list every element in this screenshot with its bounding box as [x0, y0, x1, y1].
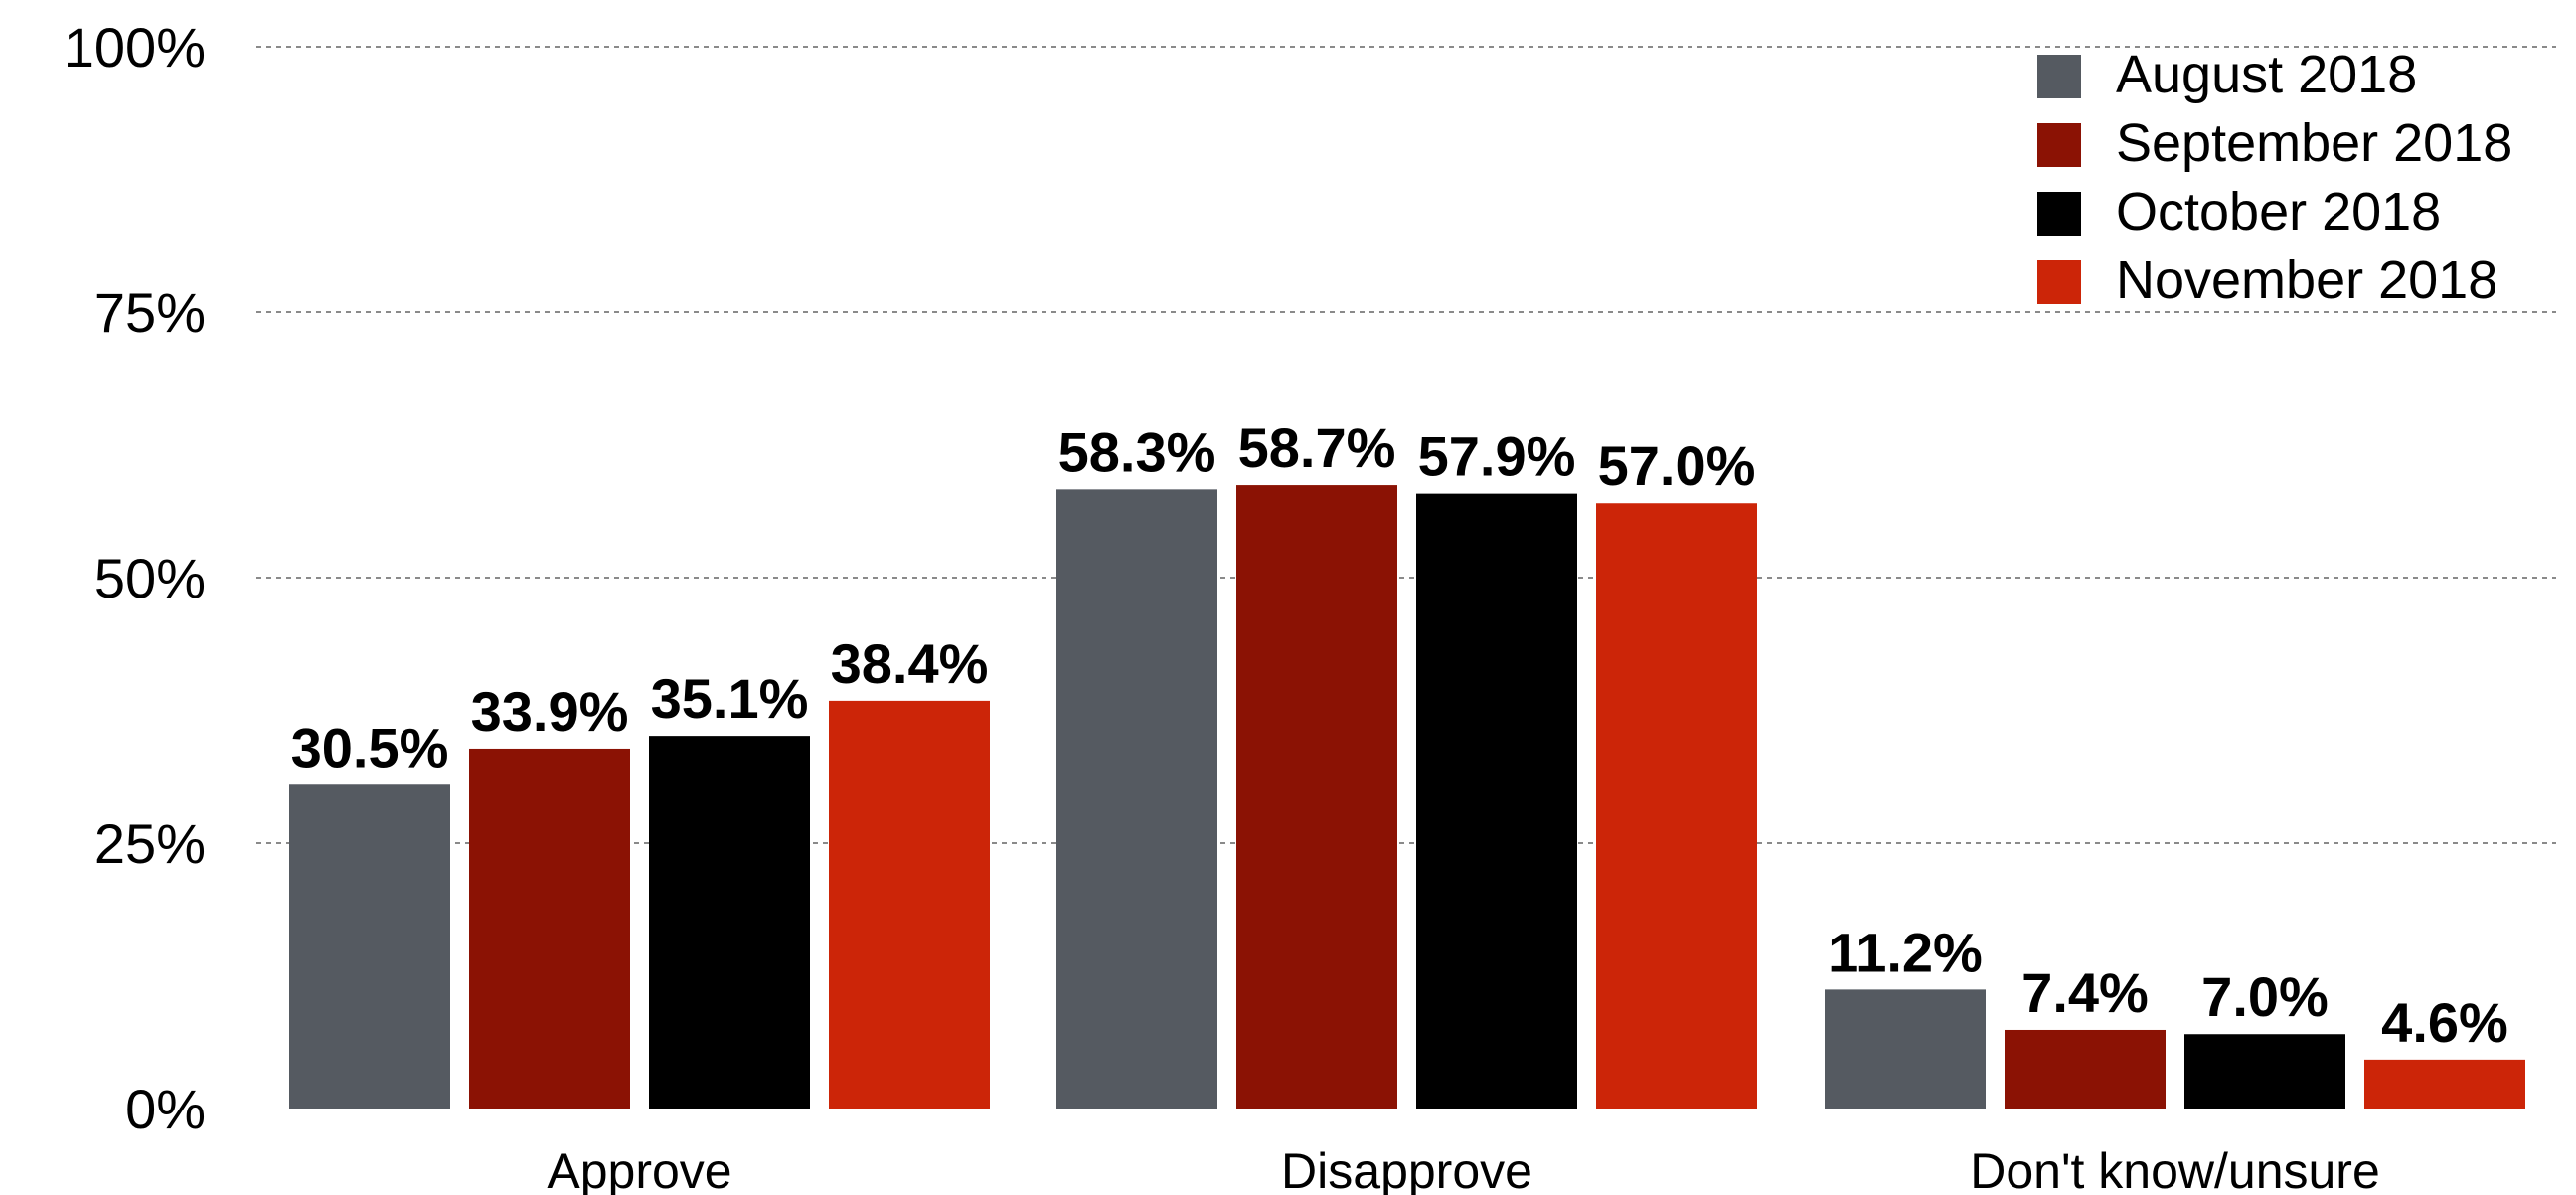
bar: [1596, 503, 1757, 1109]
data-label: 38.4%: [831, 632, 989, 695]
legend-label: August 2018: [2116, 45, 2417, 104]
bar: [289, 784, 450, 1109]
bar: [1825, 989, 1986, 1109]
legend-swatch: [2037, 260, 2081, 304]
data-label: 7.0%: [2201, 965, 2329, 1028]
data-label: 58.7%: [1238, 417, 1396, 479]
bar: [829, 700, 990, 1109]
data-label: 58.3%: [1058, 421, 1216, 483]
legend-swatch: [2037, 123, 2081, 167]
x-category-label: Don't know/unsure: [1970, 1143, 2380, 1195]
legend-label: November 2018: [2116, 251, 2497, 310]
bar: [2184, 1034, 2345, 1109]
data-label: 11.2%: [1828, 921, 1983, 983]
data-label: 35.1%: [651, 667, 809, 730]
x-category-label: Approve: [547, 1143, 731, 1195]
data-label: 4.6%: [2381, 991, 2508, 1054]
x-category-label: Disapprove: [1281, 1143, 1532, 1195]
bar: [2364, 1059, 2525, 1109]
bar: [469, 748, 630, 1109]
y-tick-label: 50%: [94, 547, 206, 609]
data-label: 30.5%: [291, 716, 449, 778]
data-label: 57.0%: [1598, 434, 1756, 497]
data-label: 33.9%: [471, 680, 629, 743]
legend-swatch: [2037, 192, 2081, 236]
bar: [2005, 1029, 2166, 1109]
legend-label: September 2018: [2116, 113, 2512, 173]
data-label: 7.4%: [2021, 961, 2149, 1024]
bar: [1416, 493, 1577, 1109]
y-tick-label: 75%: [94, 281, 206, 344]
y-tick-label: 0%: [125, 1078, 206, 1140]
y-tick-label: 100%: [64, 16, 206, 79]
legend-swatch: [2037, 55, 2081, 98]
data-label: 57.9%: [1418, 426, 1576, 488]
bar: [649, 736, 810, 1109]
legend-label: October 2018: [2116, 182, 2441, 242]
bar: [1056, 489, 1217, 1110]
bar: [1236, 485, 1397, 1110]
y-tick-label: 25%: [94, 812, 206, 875]
